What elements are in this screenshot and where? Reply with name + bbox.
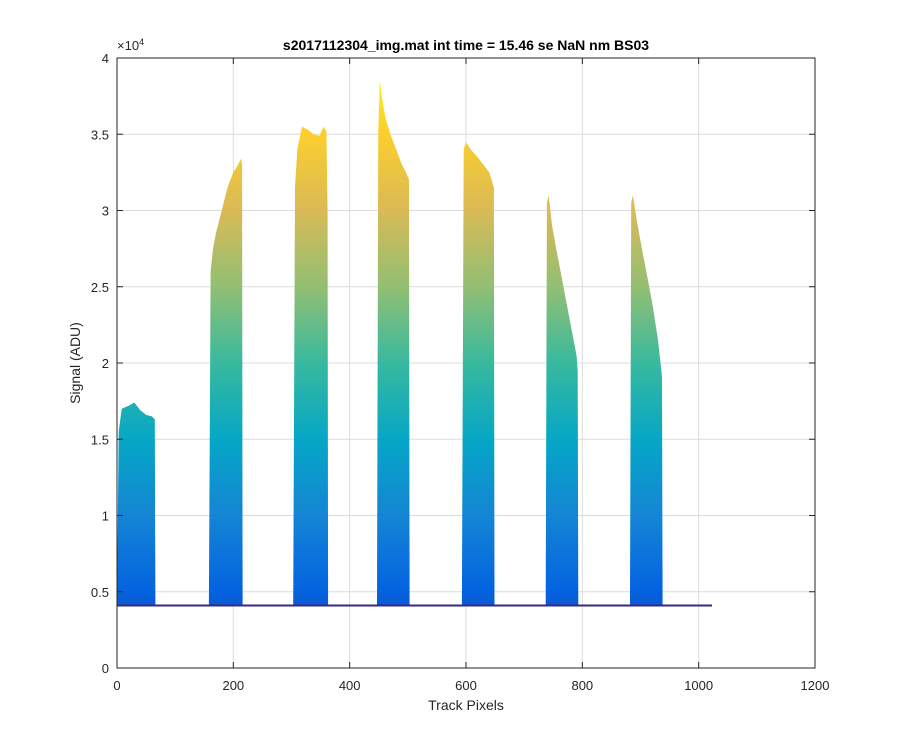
x-axis-title: Track Pixels [428,697,504,713]
peak-3 [293,126,329,606]
x-tick-label: 1200 [801,678,830,693]
signal-peaks [117,79,663,606]
y-exponent-base: ×10 [117,38,139,53]
y-tick-label: 1.5 [91,432,109,447]
peak-4 [377,79,410,606]
y-tick-label: 2.5 [91,280,109,295]
peak-1 [117,402,156,606]
peak-5 [461,141,495,606]
y-exponent-label: ×104 [117,37,144,53]
x-tick-label: 1000 [684,678,713,693]
y-tick-label: 2 [102,356,109,371]
peak-6 [545,195,579,606]
y-tick-label: 0 [102,661,109,676]
x-axis: 0 200 400 600 800 1000 1200 [113,58,829,693]
x-tick-label: 200 [222,678,244,693]
y-tick-label: 0.5 [91,585,109,600]
x-tick-label: 400 [339,678,361,693]
y-tick-label: 3.5 [91,127,109,142]
x-tick-label: 600 [455,678,477,693]
peak-7 [630,195,663,606]
y-tick-label: 4 [102,51,109,66]
y-axis: 0 0.5 1 1.5 2 2.5 3 3.5 4 [91,51,815,676]
y-exponent-power: 4 [139,37,144,47]
chart-title: s2017112304_img.mat int time = 15.46 se … [283,37,649,53]
peak-2 [208,158,243,606]
y-tick-label: 3 [102,204,109,219]
x-tick-label: 0 [113,678,120,693]
y-axis-title: Signal (ADU) [67,322,83,404]
x-tick-label: 800 [571,678,593,693]
y-tick-label: 1 [102,509,109,524]
